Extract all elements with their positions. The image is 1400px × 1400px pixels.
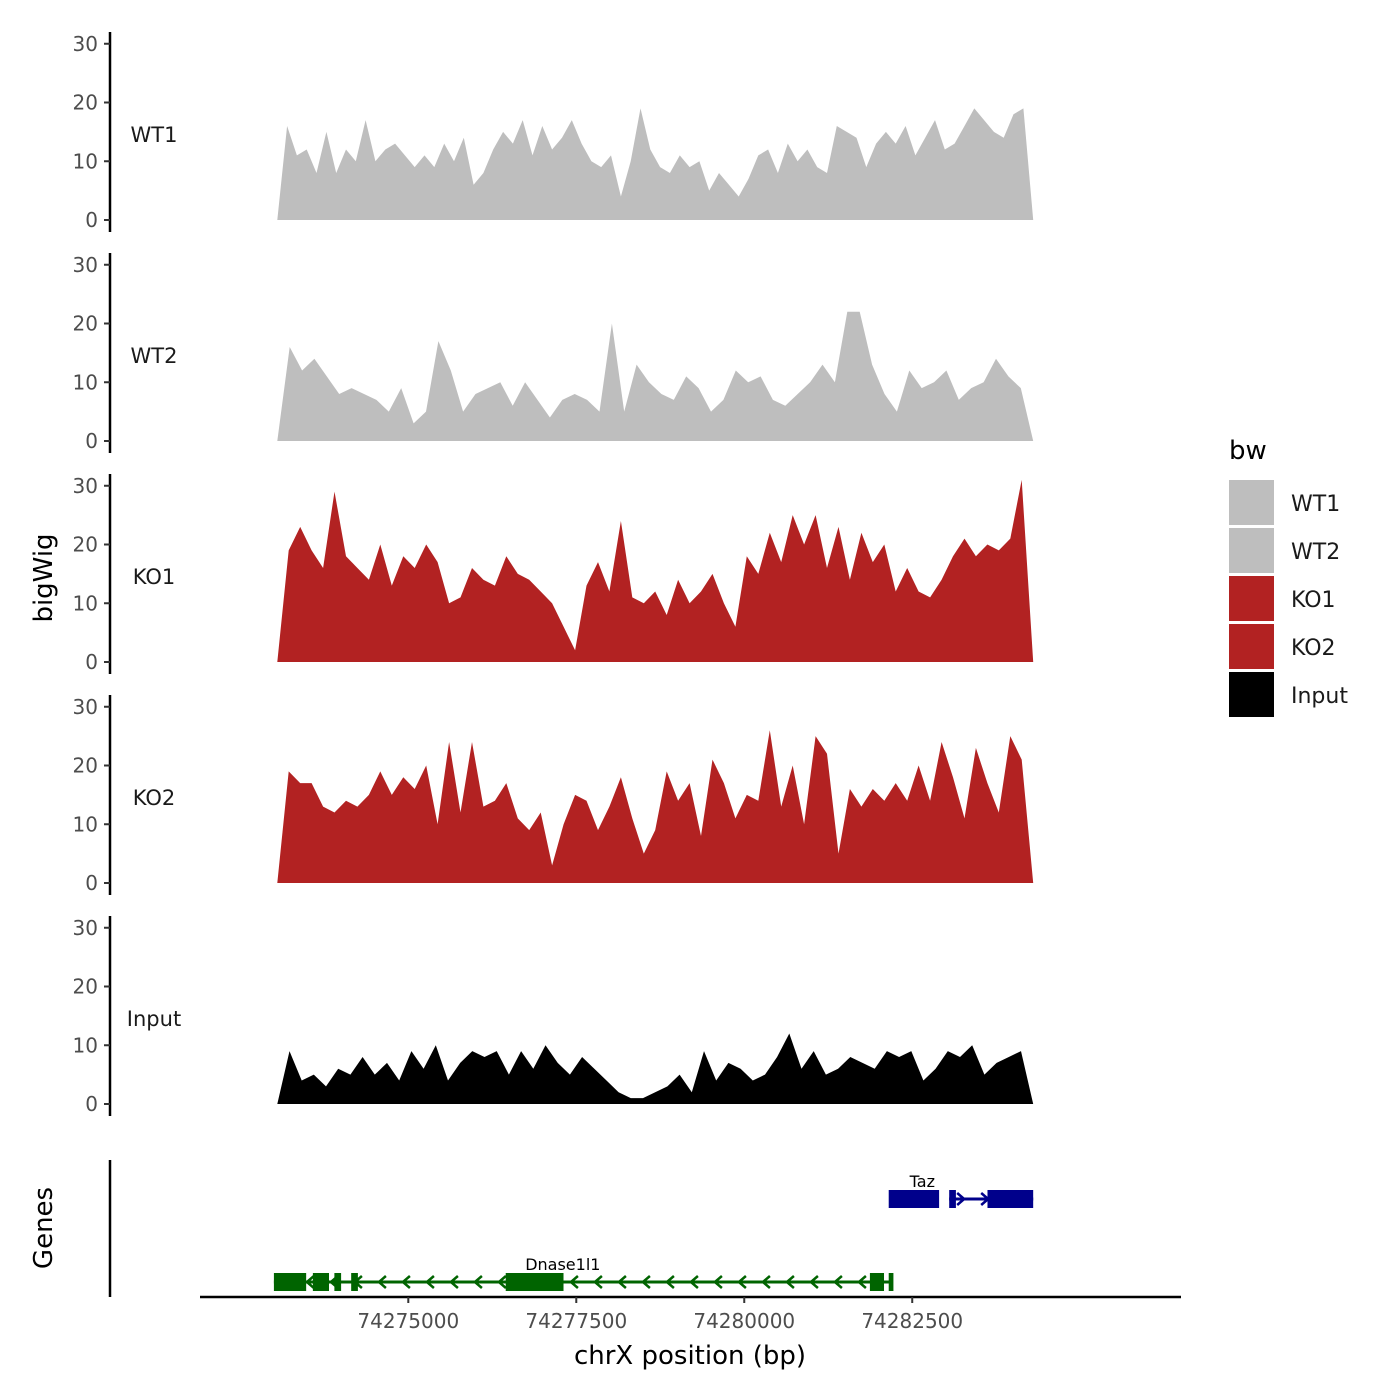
y-tick-label: 10 [73, 591, 98, 615]
x-tick-label: 74275000 [357, 1309, 459, 1333]
y-tick-label: 0 [85, 429, 98, 453]
exon-block [987, 1190, 1034, 1208]
gene-label: Dnase1l1 [525, 1255, 600, 1274]
y-tick-label: 10 [73, 812, 98, 836]
y-tick-label: 20 [73, 754, 98, 778]
gene-annotations: Taz Dnase1l1 [108, 1160, 1034, 1297]
y-tick-label: 10 [73, 370, 98, 394]
y-tick-label: 0 [85, 650, 98, 674]
strand-arrow [424, 1275, 435, 1289]
strand-arrow [664, 1275, 675, 1289]
track-wt1: 0 10 20 30 WT1 [73, 32, 1034, 232]
strand-arrow [712, 1275, 723, 1289]
legend-swatch [1229, 672, 1274, 717]
signal-area-input [277, 1033, 1034, 1104]
strand-arrow [856, 1275, 867, 1289]
legend-title: bw [1229, 436, 1267, 466]
strand-arrow [832, 1275, 843, 1289]
track-label: WT1 [131, 123, 178, 147]
strand-arrow [496, 1275, 507, 1289]
y-tick-label: 0 [85, 208, 98, 232]
signal-area-wt1 [277, 108, 1034, 220]
exon-block [949, 1190, 956, 1208]
exon-block [888, 1190, 940, 1208]
legend-label: Input [1291, 684, 1348, 709]
track-input: 0 10 20 30 Input [73, 916, 1034, 1116]
track-label: KO1 [133, 565, 176, 589]
legend-swatch [1229, 576, 1274, 621]
y-tick-label: 20 [73, 975, 98, 999]
y-tick-label: 30 [73, 474, 98, 498]
x-axis-title: chrX position (bp) [574, 1341, 806, 1371]
gene-dnase1l1: Dnase1l1 [273, 1255, 894, 1291]
exon-block [869, 1273, 885, 1291]
gene-label: Taz [909, 1172, 935, 1191]
strand-arrow [760, 1275, 771, 1289]
x-tick-label: 74280000 [693, 1309, 795, 1333]
signal-tracks: 0 10 20 30 WT1 0 10 20 30 WT2 0 10 20 30 KO1 0 10 20 30 KO2… [73, 32, 1034, 1116]
strand-arrow [592, 1275, 603, 1289]
legend-swatch [1229, 528, 1274, 573]
legend-swatch [1229, 480, 1274, 525]
exon-block [505, 1273, 564, 1291]
strand-arrow [568, 1275, 579, 1289]
y-tick-label: 0 [85, 871, 98, 895]
signal-area-ko1 [277, 479, 1034, 662]
legend-label: WT1 [1291, 492, 1340, 517]
strand-arrow [688, 1275, 699, 1289]
track-ko1: 0 10 20 30 KO1 [73, 474, 1034, 674]
strand-arrow [304, 1275, 315, 1289]
y-tick-label: 20 [73, 312, 98, 336]
y-tick-label: 30 [73, 916, 98, 940]
y-tick-label: 20 [73, 91, 98, 115]
strand-arrow [784, 1275, 795, 1289]
legend-label: WT2 [1291, 540, 1340, 565]
y-tick-label: 10 [73, 149, 98, 173]
signal-area-wt2 [277, 311, 1034, 441]
y-tick-label: 10 [73, 1033, 98, 1057]
legend-label: KO2 [1291, 636, 1336, 661]
x-tick-label: 74282500 [861, 1309, 963, 1333]
track-label: Input [127, 1007, 181, 1031]
strand-arrow [616, 1275, 627, 1289]
strand-arrow [956, 1192, 967, 1206]
y-tick-label: 30 [73, 695, 98, 719]
exon-block [888, 1273, 894, 1291]
exon-block [312, 1273, 330, 1291]
strand-arrow [736, 1275, 747, 1289]
track-ko2: 0 10 20 30 KO2 [73, 695, 1034, 895]
legend: WT1 WT2 KO1 KO2 Input [1229, 480, 1348, 717]
signal-area-ko2 [277, 730, 1034, 883]
legend-swatch [1229, 624, 1274, 669]
exon-block [334, 1273, 342, 1291]
track-label: WT2 [131, 344, 178, 368]
y-tick-label: 0 [85, 1092, 98, 1116]
strand-arrow [376, 1275, 387, 1289]
exon-block [351, 1273, 358, 1291]
strand-arrow [808, 1275, 819, 1289]
strand-arrow [640, 1275, 651, 1289]
y-axis-title: bigWig [29, 533, 59, 622]
y-tick-label: 30 [73, 253, 98, 277]
track-label: KO2 [133, 786, 176, 810]
strand-arrow [448, 1275, 459, 1289]
legend-label: KO1 [1291, 588, 1336, 613]
exon-block [273, 1273, 307, 1291]
y-tick-label: 20 [73, 533, 98, 557]
x-tick-label: 74277500 [525, 1309, 627, 1333]
x-axis: 74275000 74277500 74280000 74282500 [200, 1295, 1181, 1333]
strand-arrow [472, 1275, 483, 1289]
track-wt2: 0 10 20 30 WT2 [73, 253, 1034, 453]
genes-panel-title: Genes [29, 1187, 59, 1269]
y-tick-label: 30 [73, 32, 98, 56]
strand-arrow [400, 1275, 411, 1289]
gene-taz: Taz [888, 1172, 1034, 1208]
